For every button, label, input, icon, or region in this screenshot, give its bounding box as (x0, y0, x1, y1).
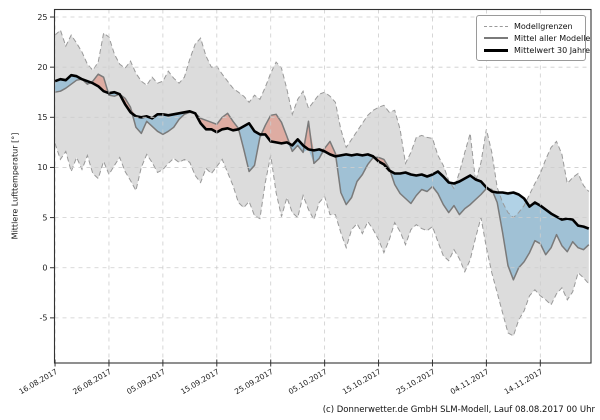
x-tick-label: 05.09.2017 (125, 367, 167, 396)
legend-box: Modellgrenzen Mittel aller Modelle Mitte… (476, 15, 590, 61)
gridlines (54, 9, 591, 363)
legend-item-mittelwert-30-jahre: Mittelwert 30 Jahre (484, 44, 590, 56)
x-tick-label: 04.11.2017 (449, 367, 491, 396)
legend-item-modellgrenzen: Modellgrenzen (484, 20, 579, 32)
axes-frame (53, 8, 592, 364)
y-tick-label: 5 (42, 213, 47, 222)
model-lower-bound-line (54, 143, 590, 337)
y-tick-label: 15 (37, 113, 47, 122)
x-tick-label: 16.08.2017 (17, 367, 59, 396)
model-mean-line (54, 73, 590, 281)
x-tick-label: 14.11.2017 (503, 367, 545, 396)
dashed-line-icon (484, 25, 508, 27)
y-tick-label: 20 (37, 63, 47, 72)
legend-label: Modellgrenzen (514, 21, 573, 31)
x-tick-label: 26.08.2017 (71, 367, 113, 396)
model-upper-bound-line (54, 29, 590, 219)
gray-line-icon (484, 37, 508, 39)
tick-marks (50, 16, 541, 367)
thirty-year-mean-line (54, 73, 590, 230)
y-tick-label: 25 (37, 13, 47, 22)
x-tick-label: 05.10.2017 (287, 367, 329, 396)
copyright-caption: (c) Donnerwetter.de GmbH SLM-Modell, Lau… (322, 405, 595, 415)
model-range-band (55, 30, 589, 336)
legend-label: Mittelwert 30 Jahre (514, 45, 591, 55)
y-axis-label: Mittlere Lufttemperatur [°] (10, 132, 20, 240)
legend-label: Mittel aller Modelle (514, 33, 591, 43)
y-tick-label: 10 (37, 163, 47, 172)
black-line-icon (484, 48, 508, 52)
x-tick-label: 25.09.2017 (233, 367, 275, 396)
y-tick-label: -5 (40, 314, 48, 323)
y-tick-label: 0 (42, 264, 47, 273)
legend-item-mittel-aller-modelle: Mittel aller Modelle (484, 32, 590, 44)
plot-area (54, 29, 590, 337)
x-tick-label: 15.09.2017 (179, 367, 221, 396)
x-tick-label: 15.10.2017 (341, 367, 383, 396)
x-tick-label: 25.10.2017 (395, 367, 437, 396)
